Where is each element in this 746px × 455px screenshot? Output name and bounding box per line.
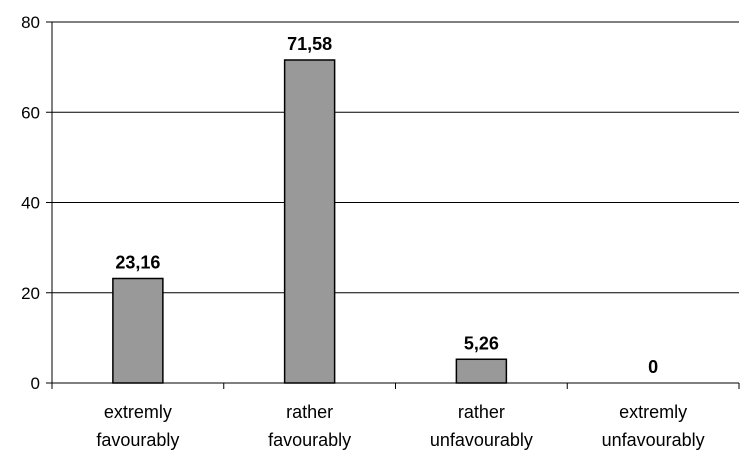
category-label: favourably [96,430,179,450]
category-label: rather [458,402,505,422]
category-label: unfavourably [602,430,705,450]
data-label: 71,58 [287,34,332,54]
bar [112,277,164,384]
category-label: rather [286,402,333,422]
gridlines [52,21,739,294]
category-label: unfavourably [430,430,533,450]
category-label: extremly [619,402,687,422]
category-label: favourably [268,430,351,450]
y-tick-label: 0 [31,374,40,393]
y-tick-label: 60 [21,103,40,122]
y-tick-label: 80 [21,13,40,32]
data-label: 0 [648,357,658,377]
data-label: 5,26 [464,333,499,353]
axes: 0 20 40 60 80 [21,13,740,393]
category-label: extremly [104,402,172,422]
bars [112,59,508,384]
y-tick-label: 40 [21,194,40,213]
bar [455,358,508,384]
data-label: 23,16 [115,252,160,272]
labels: 23,16 extremly favourably 71,58 rather favour… [96,34,704,450]
y-tick-label: 20 [21,284,40,303]
bar [283,59,336,384]
